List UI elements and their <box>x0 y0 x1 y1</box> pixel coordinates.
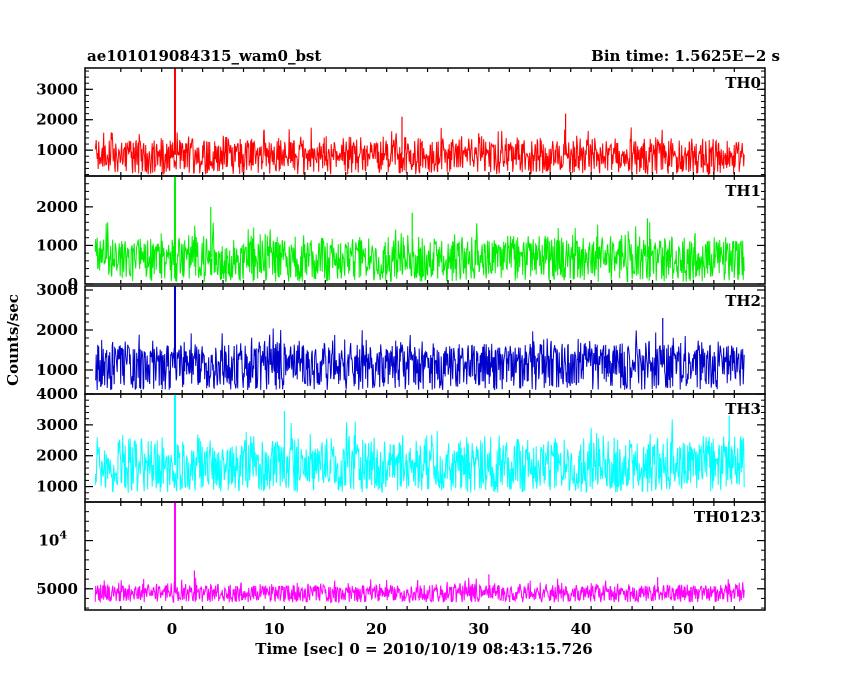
x-tick-label: 10 <box>264 620 285 638</box>
x-tick-label: 50 <box>673 620 694 638</box>
panel-th1: 0 1000 2000 TH1 <box>36 175 766 293</box>
series-th3 <box>94 419 745 493</box>
y-tick-label: 1000 <box>36 361 78 379</box>
panels-group: 1000 2000 3000 TH0 0 1000 2000 TH1 1000 2000 3000 T… <box>36 67 766 638</box>
panel-label-th0123: TH0123 <box>694 508 761 526</box>
series-th0123 <box>94 577 745 604</box>
panel-label-th3: TH3 <box>725 400 761 418</box>
y-tick-label: 1000 <box>36 141 78 159</box>
panel-label-th0: TH0 <box>725 74 761 92</box>
series-th2 <box>95 328 745 391</box>
y-tick-label-exponent: 4 <box>59 529 67 542</box>
y-tick-label: 5000 <box>36 580 78 598</box>
y-tick-label: 0 <box>68 275 78 293</box>
series-th0 <box>94 127 745 176</box>
bin-time-label: Bin time: 1.5625E−2 s <box>591 47 780 65</box>
x-tick-label: 0 <box>167 620 177 638</box>
y-tick-label: 1000 <box>36 236 78 254</box>
y-tick-label: 2000 <box>36 198 78 216</box>
panel-label-th2: TH2 <box>725 292 761 310</box>
panel-label-th1: TH1 <box>725 182 761 200</box>
y-tick-label: 1000 <box>36 478 78 496</box>
y-tick-label: 2000 <box>36 111 78 129</box>
panel-th0: 1000 2000 3000 TH0 <box>36 67 766 177</box>
y-tick-label: 2000 <box>36 321 78 339</box>
panel-frame <box>84 501 766 611</box>
x-tick-label: 30 <box>468 620 489 638</box>
y-tick-label: 4000 <box>36 385 78 403</box>
x-axis-label: Time [sec] 0 = 2010/10/19 08:43:15.726 <box>255 640 592 658</box>
x-tick-label: 20 <box>366 620 387 638</box>
series-th1 <box>94 222 745 283</box>
panel-th0123: 5000 104 TH0123 0 10 20 30 40 50 <box>36 501 766 638</box>
panel-th3: 1000 2000 3000 4000 TH3 <box>36 385 766 503</box>
y-tick-label: 104 <box>38 529 67 550</box>
panel-th2: 1000 2000 3000 TH2 <box>36 281 766 395</box>
y-tick-label: 3000 <box>36 80 78 98</box>
y-axis-label: Counts/sec <box>4 294 22 386</box>
x-tick-label: 40 <box>571 620 592 638</box>
chart-title: ae101019084315_wam0_bst <box>87 47 321 65</box>
y-tick-label: 2000 <box>36 447 78 465</box>
y-tick-label: 3000 <box>36 416 78 434</box>
y-tick-label: 3000 <box>36 281 78 299</box>
